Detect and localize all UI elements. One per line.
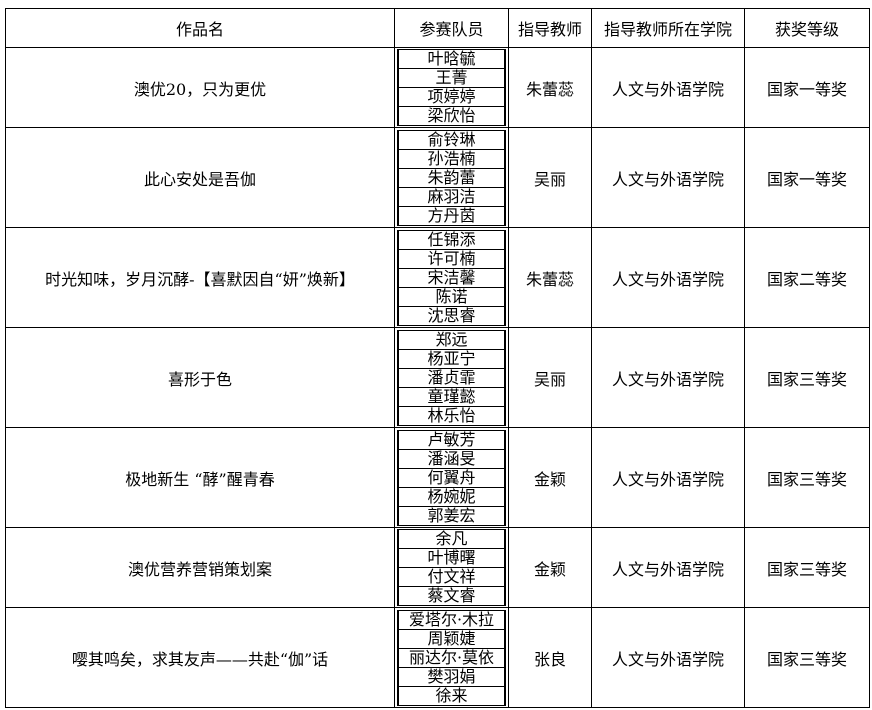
award-cell: 国家三等奖 [744, 607, 870, 708]
member-name: 梁欣怡 [397, 106, 506, 126]
table-row: 澳优20，只为更优 叶晗毓 王菁 项婷婷 梁欣怡 朱蕾蕊 人文与外语学院 国家一等奖 [5, 47, 870, 128]
members-cell: 郑远 杨亚宁 潘贞霏 童瑾懿 林乐怡 [394, 327, 509, 428]
members-cell: 俞铃琳 孙浩楠 朱韵蕾 麻羽洁 方丹茵 [394, 127, 509, 228]
member-name: 爱塔尔·木拉 [397, 609, 506, 630]
work-title-cell: 嘤其鸣矣，求其友声——共赴“伽”话 [5, 607, 395, 708]
table-row: 喜形于色 郑远 杨亚宁 潘贞霏 童瑾懿 林乐怡 吴丽 人文与外语学院 国家三等奖 [5, 327, 870, 428]
table-row: 时光知味，岁月沉酵-【喜默因自“妍”焕新】 任锦添 许可楠 宋洁馨 陈诺 沈思睿 朱蕾蕊 人文… [5, 227, 870, 328]
member-name: 杨亚宁 [397, 348, 506, 369]
member-name: 任锦添 [397, 229, 506, 250]
member-name: 徐来 [397, 685, 506, 706]
member-name: 叶博曙 [397, 548, 506, 568]
member-name: 方丹茵 [397, 205, 506, 226]
award-cell: 国家一等奖 [744, 127, 870, 228]
members-cell: 叶晗毓 王菁 项婷婷 梁欣怡 [394, 47, 509, 128]
teacher-cell: 张良 [508, 607, 592, 708]
member-name: 陈诺 [397, 286, 506, 307]
table-row: 嘤其鸣矣，求其友声——共赴“伽”话 爱塔尔·木拉 周颖婕 丽达尔·莫依 樊羽娟 徐来 张良人… [5, 607, 870, 708]
member-name: 樊羽娟 [397, 666, 506, 687]
header-work: 作品名 [5, 8, 395, 48]
work-title-cell: 此心安处是吾伽 [5, 127, 395, 228]
member-name: 潘贞霏 [397, 367, 506, 388]
college-cell: 人文与外语学院 [591, 127, 745, 228]
member-name: 余凡 [397, 529, 506, 549]
members-cell: 爱塔尔·木拉 周颖婕 丽达尔·莫依 樊羽娟 徐来 [394, 607, 509, 708]
member-name: 郑远 [397, 329, 506, 350]
teacher-cell: 朱蕾蕊 [508, 227, 592, 328]
college-cell: 人文与外语学院 [591, 607, 745, 708]
college-cell: 人文与外语学院 [591, 527, 745, 608]
member-name: 杨婉妮 [397, 486, 506, 507]
teacher-cell: 金颖 [508, 427, 592, 528]
member-name: 叶晗毓 [397, 49, 506, 69]
awards-table: 作品名 参赛队员 指导教师 指导教师所在学院 获奖等级 澳优20，只为更优 叶晗毓… [5, 8, 870, 708]
award-cell: 国家三等奖 [744, 427, 870, 528]
member-name: 麻羽洁 [397, 186, 506, 207]
table-row: 澳优营养营销策划案 余凡 叶博曙 付文祥 蔡文睿 金颖 人文与外语学院 国家三等奖 [5, 527, 870, 608]
member-name: 林乐怡 [397, 405, 506, 426]
award-cell: 国家三等奖 [744, 527, 870, 608]
member-name: 郭姜宏 [397, 505, 506, 526]
award-cell: 国家一等奖 [744, 47, 870, 128]
member-name: 许可楠 [397, 248, 506, 269]
college-cell: 人文与外语学院 [591, 47, 745, 128]
table-row: 此心安处是吾伽 俞铃琳 孙浩楠 朱韵蕾 麻羽洁 方丹茵 吴丽 人文与外语学院 国家一等奖 [5, 127, 870, 228]
teacher-cell: 朱蕾蕊 [508, 47, 592, 128]
work-title-cell: 喜形于色 [5, 327, 395, 428]
member-name: 项婷婷 [397, 87, 506, 107]
member-name: 卢敏芳 [397, 429, 506, 450]
member-name: 沈思睿 [397, 305, 506, 326]
award-cell: 国家二等奖 [744, 227, 870, 328]
member-name: 童瑾懿 [397, 386, 506, 407]
header-teacher: 指导教师 [508, 8, 592, 48]
teacher-cell: 金颖 [508, 527, 592, 608]
header-award: 获奖等级 [744, 8, 870, 48]
member-name: 周颖婕 [397, 628, 506, 649]
college-cell: 人文与外语学院 [591, 327, 745, 428]
teacher-cell: 吴丽 [508, 127, 592, 228]
award-cell: 国家三等奖 [744, 327, 870, 428]
member-name: 蔡文睿 [397, 586, 506, 606]
member-name: 丽达尔·莫依 [397, 647, 506, 668]
member-name: 朱韵蕾 [397, 167, 506, 188]
member-name: 王菁 [397, 68, 506, 88]
member-name: 潘涵旻 [397, 448, 506, 469]
member-name: 何翼舟 [397, 467, 506, 488]
members-cell: 卢敏芳 潘涵旻 何翼舟 杨婉妮 郭姜宏 [394, 427, 509, 528]
member-name: 宋洁馨 [397, 267, 506, 288]
teacher-cell: 吴丽 [508, 327, 592, 428]
header-college: 指导教师所在学院 [591, 8, 745, 48]
member-name: 付文祥 [397, 567, 506, 587]
members-cell: 任锦添 许可楠 宋洁馨 陈诺 沈思睿 [394, 227, 509, 328]
work-title-cell: 澳优20，只为更优 [5, 47, 395, 128]
college-cell: 人文与外语学院 [591, 427, 745, 528]
member-name: 孙浩楠 [397, 148, 506, 169]
work-title-cell: 澳优营养营销策划案 [5, 527, 395, 608]
table-row: 极地新生 “酵”醒青春 卢敏芳 潘涵旻 何翼舟 杨婉妮 郭姜宏 金颖 人文与外语学院 国家三等奖 [5, 427, 870, 528]
member-name: 俞铃琳 [397, 129, 506, 150]
work-title-cell: 时光知味，岁月沉酵-【喜默因自“妍”焕新】 [5, 227, 395, 328]
college-cell: 人文与外语学院 [591, 227, 745, 328]
members-cell: 余凡 叶博曙 付文祥 蔡文睿 [394, 527, 509, 608]
header-members: 参赛队员 [394, 8, 509, 48]
work-title-cell: 极地新生 “酵”醒青春 [5, 427, 395, 528]
header-row: 作品名 参赛队员 指导教师 指导教师所在学院 获奖等级 [5, 8, 870, 48]
